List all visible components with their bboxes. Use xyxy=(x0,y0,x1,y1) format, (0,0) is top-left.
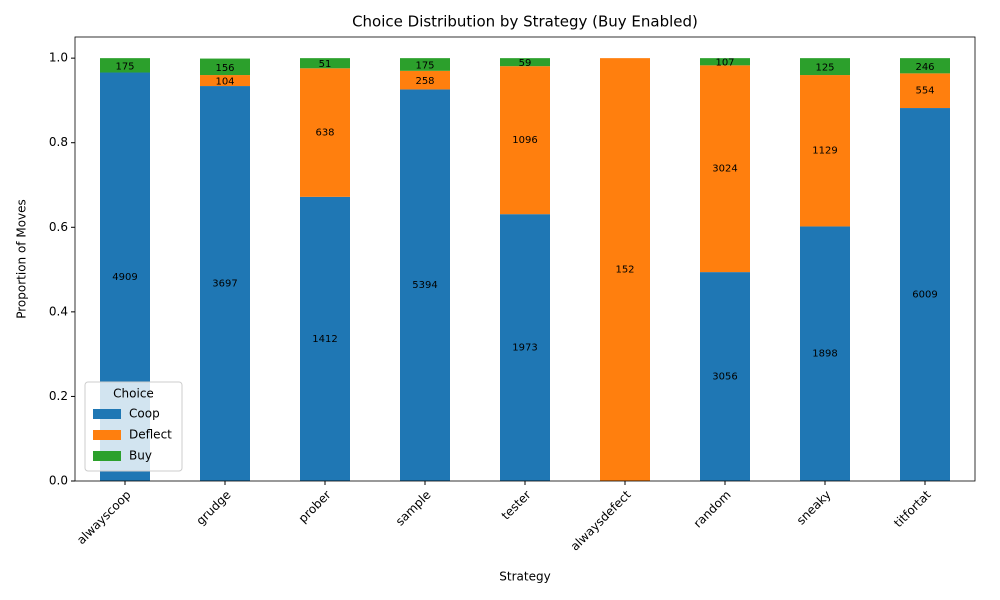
bar-segment xyxy=(500,66,550,215)
bar-segment xyxy=(300,196,350,481)
chart-title: Choice Distribution by Strategy (Buy Ena… xyxy=(352,13,698,31)
count-label: 51 xyxy=(319,59,332,70)
count-label: 156 xyxy=(215,63,234,74)
x-tick-label: tester xyxy=(499,488,534,523)
bar-segment xyxy=(100,58,150,73)
bar-segment xyxy=(900,108,950,481)
count-label: 107 xyxy=(715,58,734,69)
bar-segment xyxy=(200,75,250,87)
legend-label: Deflect xyxy=(129,428,172,442)
x-tick-label: alwaysdefect xyxy=(568,487,634,553)
bar-segment xyxy=(300,58,350,69)
y-tick-label: 0.0 xyxy=(49,474,68,488)
bar-segment xyxy=(800,58,850,76)
x-tick-label: grudge xyxy=(193,488,233,528)
count-label: 152 xyxy=(615,265,634,276)
bar-segment xyxy=(900,58,950,74)
count-label: 3697 xyxy=(212,279,237,290)
legend-swatch xyxy=(93,451,121,461)
bar-segment xyxy=(700,65,750,273)
count-label: 3024 xyxy=(712,164,737,175)
bar-segment xyxy=(400,70,450,90)
y-tick-label: 0.6 xyxy=(49,220,68,234)
bar-segment xyxy=(800,75,850,227)
legend-swatch xyxy=(93,430,121,440)
count-label: 175 xyxy=(415,60,434,71)
count-label: 104 xyxy=(215,77,234,88)
legend-box xyxy=(84,381,183,472)
count-label: 175 xyxy=(115,61,134,72)
x-tick-label: random xyxy=(691,488,734,531)
x-tick-label: prober xyxy=(296,488,334,526)
y-tick-label: 0.4 xyxy=(49,304,68,318)
count-label: 258 xyxy=(415,76,434,87)
legend-label: Buy xyxy=(129,449,152,463)
plot-frame xyxy=(74,36,976,482)
count-label: 125 xyxy=(815,63,834,74)
count-label: 1898 xyxy=(812,349,837,360)
bar-segment xyxy=(500,58,550,67)
count-label: 6009 xyxy=(912,290,937,301)
y-tick-label: 1.0 xyxy=(49,51,68,65)
bar-segment xyxy=(800,226,850,481)
y-tick-label: 0.8 xyxy=(49,135,68,149)
y-tick-label: 0.2 xyxy=(49,389,68,403)
count-label: 246 xyxy=(915,62,934,73)
bar-segment xyxy=(300,68,350,197)
bar-segment xyxy=(400,89,450,481)
bar-segment xyxy=(500,214,550,482)
x-tick-label: sneaky xyxy=(794,488,834,528)
legend-swatch xyxy=(93,409,121,419)
x-tick-label: alwayscoop xyxy=(74,488,133,547)
count-label: 5394 xyxy=(412,280,437,291)
count-label: 1412 xyxy=(312,334,337,345)
bar-segment xyxy=(200,86,250,482)
count-label: 3056 xyxy=(712,372,737,383)
count-label: 1129 xyxy=(812,146,837,157)
x-tick-label: titfortat xyxy=(891,487,934,530)
bar-segment xyxy=(700,58,750,66)
bar-segment xyxy=(600,58,650,482)
count-label: 1973 xyxy=(512,343,537,354)
x-tick-label: sample xyxy=(393,488,434,529)
count-label: 1096 xyxy=(512,135,537,146)
count-label: 59 xyxy=(519,58,532,69)
legend-label: Coop xyxy=(129,407,160,421)
bar-segment xyxy=(700,272,750,481)
bar-segment xyxy=(900,73,950,109)
y-axis-label: Proportion of Moves xyxy=(15,199,29,319)
x-axis-label: Strategy xyxy=(499,570,550,584)
bar-segment xyxy=(400,58,450,71)
bar-segment xyxy=(200,58,250,76)
count-label: 638 xyxy=(315,128,334,139)
count-label: 554 xyxy=(915,86,934,97)
legend-title: Choice xyxy=(113,387,154,401)
count-label: 4909 xyxy=(112,272,137,283)
